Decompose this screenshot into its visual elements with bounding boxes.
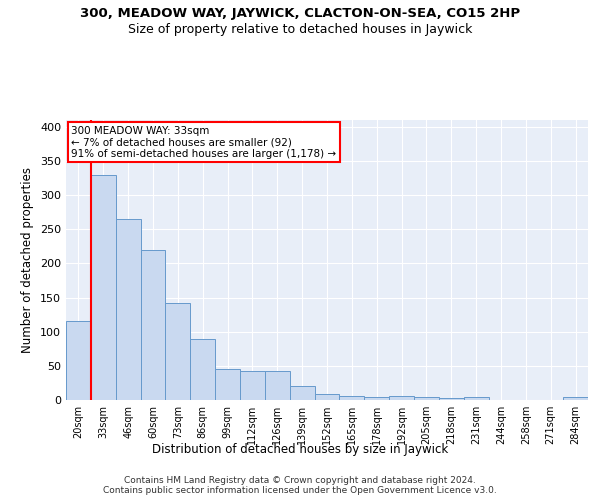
Text: 300, MEADOW WAY, JAYWICK, CLACTON-ON-SEA, CO15 2HP: 300, MEADOW WAY, JAYWICK, CLACTON-ON-SEA… (80, 8, 520, 20)
Bar (116, 219, 140, 400)
Bar (290, 386, 314, 400)
Bar (66, 322, 91, 400)
Bar (464, 398, 488, 400)
Bar (215, 370, 240, 400)
Bar (265, 372, 290, 400)
Bar (439, 398, 464, 400)
Bar (166, 303, 190, 400)
Bar (190, 338, 215, 400)
Bar (240, 372, 265, 400)
Bar (563, 398, 588, 400)
Text: 300 MEADOW WAY: 33sqm
← 7% of detached houses are smaller (92)
91% of semi-detac: 300 MEADOW WAY: 33sqm ← 7% of detached h… (71, 126, 337, 159)
Bar (364, 396, 389, 400)
Bar (389, 396, 414, 400)
Text: Distribution of detached houses by size in Jaywick: Distribution of detached houses by size … (152, 442, 448, 456)
Bar (140, 250, 166, 400)
Bar (314, 394, 340, 400)
Bar (414, 396, 439, 400)
Text: Size of property relative to detached houses in Jaywick: Size of property relative to detached ho… (128, 22, 472, 36)
Bar (91, 174, 116, 400)
Text: Contains HM Land Registry data © Crown copyright and database right 2024.
Contai: Contains HM Land Registry data © Crown c… (103, 476, 497, 495)
Bar (340, 396, 364, 400)
Y-axis label: Number of detached properties: Number of detached properties (22, 167, 34, 353)
